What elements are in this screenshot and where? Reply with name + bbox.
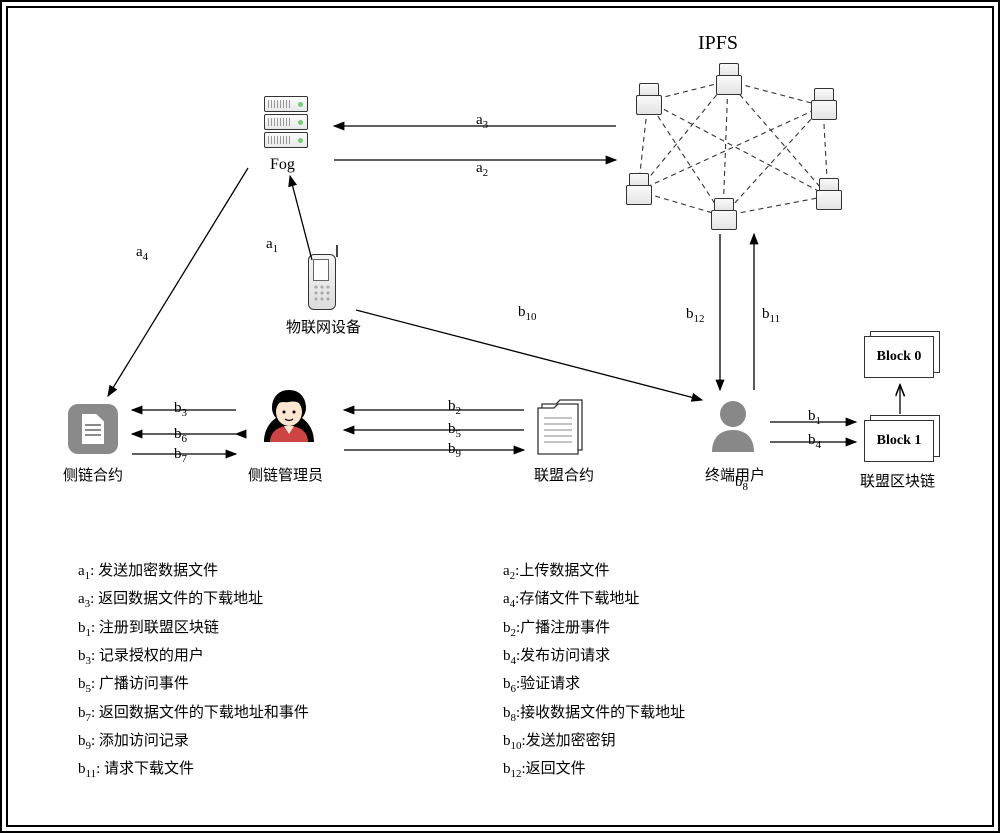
legend-row: a1: 发送加密数据文件a2:上传数据文件: [78, 558, 928, 586]
sidechain-contract-node: [68, 404, 118, 454]
edge-label-a3: a3: [476, 112, 488, 131]
sidechain-admin-label: 侧链管理员: [248, 464, 323, 485]
end-user-node: [706, 396, 756, 454]
block-0: Block 0: [864, 336, 934, 378]
iot-label: 物联网设备: [286, 316, 361, 337]
legend-item: a3: 返回数据文件的下载地址: [78, 586, 503, 614]
ipfs-node-icon: [808, 88, 838, 124]
legend-row: b1: 注册到联盟区块链b2:广播注册事件: [78, 615, 928, 643]
legend-item: a4:存储文件下载地址: [503, 586, 928, 614]
ipfs-node-icon: [713, 63, 743, 99]
legend: a1: 发送加密数据文件a2:上传数据文件a3: 返回数据文件的下载地址a4:存…: [78, 558, 928, 785]
block-icon: Block 0: [864, 336, 934, 378]
block-1: Block 1: [864, 420, 934, 462]
ipfs-node-icon: [813, 178, 843, 214]
edge-label-b11: b11: [762, 306, 780, 325]
legend-item: b4:发布访问请求: [503, 643, 928, 671]
admin-person-icon: [256, 386, 316, 456]
edge-label-b5: b5: [448, 421, 461, 440]
iot-device-node: [308, 254, 336, 310]
inner-frame: IPFS: [6, 6, 994, 827]
alliance-contract-node: [536, 398, 584, 452]
edge-label-b3: b3: [174, 400, 187, 419]
phone-icon: [308, 254, 336, 310]
edge-label-b10: b10: [518, 304, 537, 323]
ipfs-node-icon: [623, 173, 653, 209]
legend-item: b12:返回文件: [503, 756, 928, 784]
legend-item: b8:接收数据文件的下载地址: [503, 700, 928, 728]
block-0-label: Block 0: [877, 349, 922, 365]
ipfs-node-icon: [708, 198, 738, 234]
outer-frame: IPFS: [0, 0, 1000, 833]
legend-item: b5: 广播访问事件: [78, 671, 503, 699]
block-icon: Block 1: [864, 420, 934, 462]
edge-label-b9: b9: [448, 441, 461, 460]
legend-item: b10:发送加密密钥: [503, 728, 928, 756]
edge-label-b1: b1: [808, 408, 821, 427]
edge-label-b2: b2: [448, 398, 461, 417]
legend-row: b5: 广播访问事件b6:验证请求: [78, 671, 928, 699]
edge-label-a4: a4: [136, 244, 148, 263]
legend-item: b1: 注册到联盟区块链: [78, 615, 503, 643]
sidechain-admin-node: [256, 386, 316, 456]
fog-node: [264, 96, 308, 154]
edge-label-b12: b12: [686, 306, 705, 325]
legend-item: b7: 返回数据文件的下载地址和事件: [78, 700, 503, 728]
ipfs-title: IPFS: [698, 32, 738, 55]
edge-label-b8: b8: [735, 474, 748, 493]
legend-item: b2:广播注册事件: [503, 615, 928, 643]
edge-label-b7: b7: [174, 446, 187, 465]
ipfs-node-icon: [633, 83, 663, 119]
legend-row: b3: 记录授权的用户b4:发布访问请求: [78, 643, 928, 671]
server-icon: [264, 96, 308, 154]
edge-label-b4: b4: [808, 432, 821, 451]
folder-icon: [536, 398, 584, 452]
legend-item: b3: 记录授权的用户: [78, 643, 503, 671]
alliance-contract-label: 联盟合约: [534, 464, 594, 485]
legend-row: b11: 请求下载文件b12:返回文件: [78, 756, 928, 784]
edge-label-b6: b6: [174, 426, 187, 445]
legend-item: b9: 添加访问记录: [78, 728, 503, 756]
user-icon: [706, 396, 756, 454]
block-1-label: Block 1: [877, 433, 922, 449]
document-icon: [68, 404, 118, 454]
legend-row: b9: 添加访问记录b10:发送加密密钥: [78, 728, 928, 756]
legend-item: b6:验证请求: [503, 671, 928, 699]
fog-label: Fog: [270, 156, 295, 174]
legend-item: a1: 发送加密数据文件: [78, 558, 503, 586]
legend-row: b7: 返回数据文件的下载地址和事件b8:接收数据文件的下载地址: [78, 700, 928, 728]
edge-arrows: [8, 8, 996, 528]
legend-item: b11: 请求下载文件: [78, 756, 503, 784]
blockchain-label: 联盟区块链: [860, 470, 935, 491]
ipfs-mesh: [8, 8, 996, 528]
edge-label-a2: a2: [476, 160, 488, 179]
sidechain-contract-label: 侧链合约: [63, 464, 123, 485]
legend-item: a2:上传数据文件: [503, 558, 928, 586]
legend-row: a3: 返回数据文件的下载地址a4:存储文件下载地址: [78, 586, 928, 614]
edge-label-a1: a1: [266, 236, 278, 255]
